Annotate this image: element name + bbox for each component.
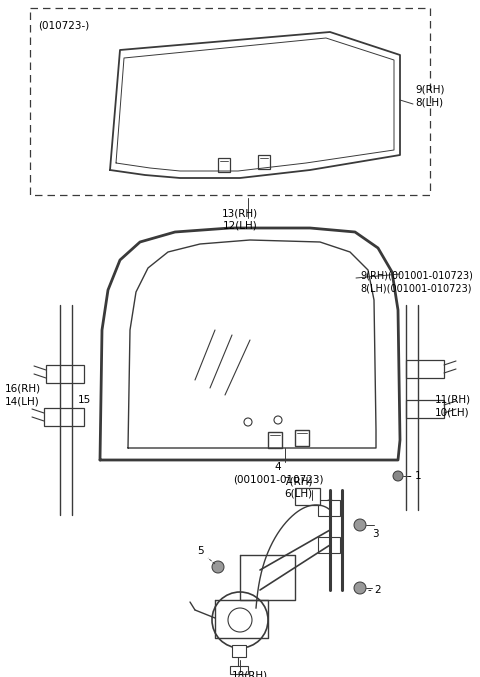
Bar: [295, 430, 309, 446]
Bar: [30, 8, 430, 195]
Bar: [318, 500, 340, 516]
Circle shape: [274, 416, 282, 424]
Circle shape: [212, 592, 268, 648]
Circle shape: [244, 418, 252, 426]
Text: - 2: - 2: [368, 585, 382, 595]
Circle shape: [228, 608, 252, 632]
Bar: [406, 360, 444, 378]
Circle shape: [354, 519, 366, 531]
Circle shape: [354, 582, 366, 594]
Bar: [406, 400, 444, 418]
Text: 11(RH)
10(LH): 11(RH) 10(LH): [435, 395, 471, 417]
Bar: [46, 365, 84, 383]
Bar: [218, 158, 230, 172]
Bar: [230, 666, 248, 674]
Circle shape: [322, 500, 338, 516]
Text: (010723-): (010723-): [38, 20, 89, 30]
Bar: [295, 488, 320, 505]
Text: 13(RH)
12(LH): 13(RH) 12(LH): [222, 208, 258, 230]
Bar: [258, 155, 270, 169]
Circle shape: [323, 538, 337, 552]
Circle shape: [212, 561, 224, 573]
Text: 4
(001001-010723): 4 (001001-010723): [233, 462, 323, 485]
Text: - 1: - 1: [408, 471, 421, 481]
Text: 16(RH)
14(LH): 16(RH) 14(LH): [5, 384, 41, 406]
Text: 9(RH)
8(LH): 9(RH) 8(LH): [415, 85, 444, 107]
Bar: [44, 408, 84, 426]
Text: 3: 3: [372, 529, 379, 539]
Text: 7(RH)
6(LH): 7(RH) 6(LH): [283, 476, 313, 498]
Text: 5: 5: [197, 546, 204, 556]
Circle shape: [393, 471, 403, 481]
Text: 15: 15: [78, 395, 91, 405]
Bar: [232, 645, 246, 657]
Text: 18(RH)
17(LH): 18(RH) 17(LH): [232, 670, 268, 677]
Text: 9(RH)(001001-010723)
8(LH)(001001-010723): 9(RH)(001001-010723) 8(LH)(001001-010723…: [360, 271, 473, 293]
Bar: [318, 537, 340, 553]
Bar: [268, 432, 282, 448]
